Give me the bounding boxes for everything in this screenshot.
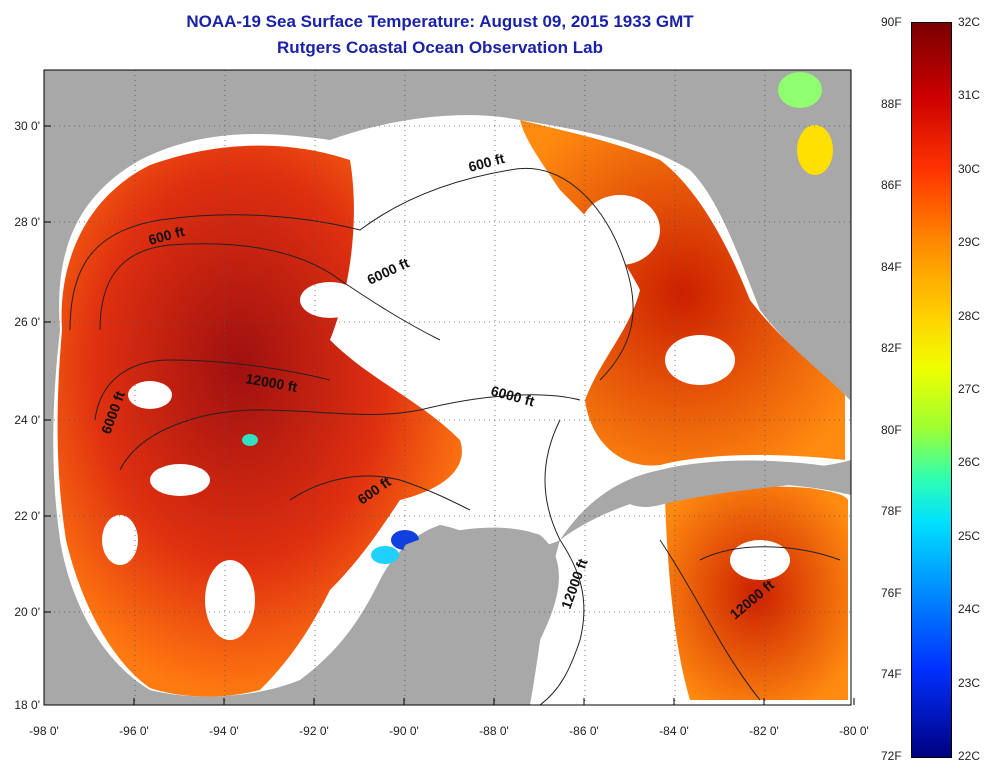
colorbar-label-f: 86F [881, 178, 902, 193]
y-axis-ticks: 30 0' 28 0' 26 0' 24 0' 22 0' 20 0' 18 0' [14, 119, 51, 712]
colorbar-label-f: 76F [881, 585, 902, 600]
colorbar-label-c: 29C [958, 235, 981, 250]
colorbar-label-c: 23C [958, 675, 981, 690]
sst-west [57, 145, 462, 697]
depth-contours [69, 168, 841, 706]
colorbar-label-c: 28C [958, 308, 981, 323]
x-tick-label: -96 0' [119, 724, 149, 738]
colorbar-label-f: 74F [881, 667, 902, 682]
x-tick-label: -92 0' [299, 724, 329, 738]
colorbar-label-f: 78F [881, 504, 902, 519]
colorbar-label-c: 31C [958, 88, 981, 103]
colorbar-label-c: 27C [958, 382, 981, 396]
colorbar-label-c: 24C [958, 602, 981, 617]
map-subtitle: Rutgers Coastal Ocean Observation Lab [277, 38, 603, 57]
y-tick-label: 30 0' [14, 119, 40, 133]
x-axis-ticks: -98 0' -96 0' -94 0' -92 0' -90 0' -88 0' -86 … [29, 698, 869, 738]
x-tick-label: -88 0' [479, 724, 509, 738]
colorbar-label-f: 72F [881, 749, 902, 763]
cuba-land [620, 460, 851, 507]
colorbar-label-c: 22C [958, 749, 981, 763]
colorbar-label-f: 82F [881, 341, 902, 356]
x-tick-label: -80 0' [839, 724, 869, 738]
y-tick-label: 28 0' [14, 215, 40, 229]
x-tick-label: -84 0' [659, 724, 689, 738]
x-tick-label: -94 0' [209, 724, 239, 738]
temperature-colorbar [911, 22, 952, 758]
colorbar-label-f: 90F [881, 15, 902, 29]
cloud-patches [102, 195, 790, 640]
x-tick-label: -90 0' [389, 724, 419, 738]
colorbar-label-f: 88F [881, 96, 902, 111]
x-tick-label: -86 0' [569, 724, 599, 738]
colorbar-label-c: 32C [958, 15, 981, 29]
map-frame [43, 69, 852, 706]
yucatan-land [385, 527, 559, 705]
y-tick-label: 26 0' [14, 315, 40, 329]
y-tick-label: 20 0' [14, 605, 40, 619]
map-title: NOAA-19 Sea Surface Temperature: August … [186, 12, 694, 31]
y-tick-label: 24 0' [14, 413, 40, 427]
colorbar-label-c: 30C [958, 161, 981, 176]
sst-caribbean [665, 486, 848, 700]
graticule [44, 70, 851, 705]
x-tick-label: -98 0' [29, 724, 59, 738]
colorbar-label-c: 25C [958, 528, 981, 543]
y-tick-label: 18 0' [14, 698, 40, 712]
colorbar-label-c: 26C [958, 455, 981, 470]
colorbar-label-f: 84F [881, 259, 902, 274]
x-tick-label: -82 0' [749, 724, 779, 738]
colorbar-label-f: 80F [881, 422, 902, 437]
y-tick-label: 22 0' [14, 509, 40, 523]
cool-spots [242, 72, 833, 564]
